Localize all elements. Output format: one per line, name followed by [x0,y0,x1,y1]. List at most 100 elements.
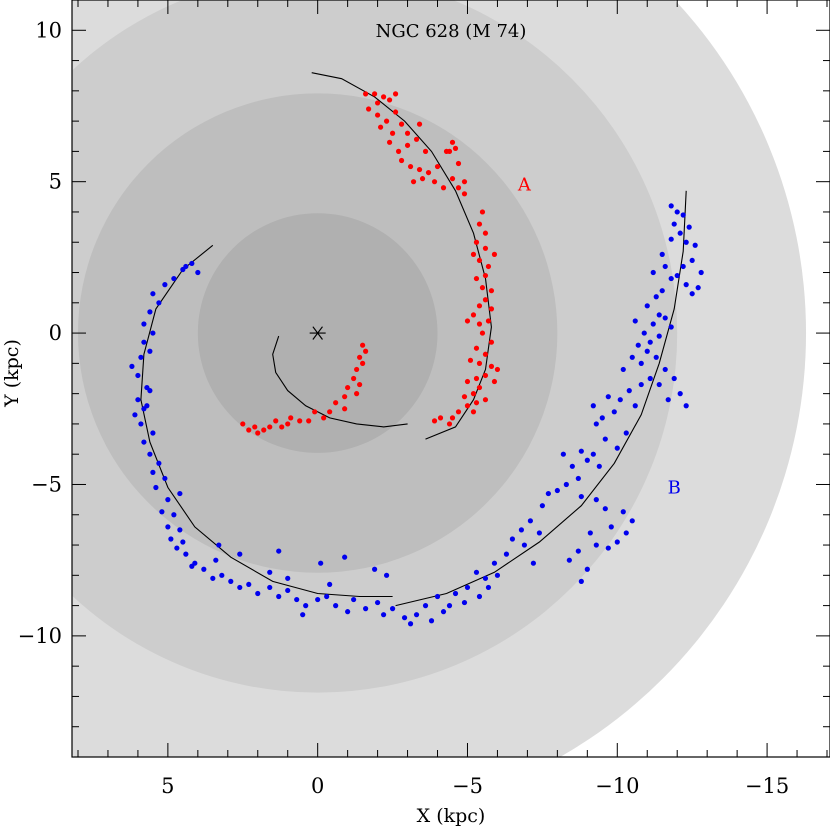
center-marker-stroke [312,326,323,340]
data-point [461,191,468,197]
data-point [419,176,426,182]
arm-label: B [668,478,681,499]
data-point [312,409,318,415]
data-point [494,572,501,578]
data-point [392,91,399,97]
data-point [177,490,183,497]
data-point [596,463,602,469]
data-point [255,590,261,597]
data-point [452,590,459,597]
data-point [255,430,261,436]
data-point [464,584,471,591]
data-point [449,176,456,182]
data-point [560,451,566,457]
data-point [165,524,171,530]
data-point [470,312,477,318]
data-point [267,569,273,575]
data-point [135,397,141,403]
data-point [476,384,483,391]
data-point [213,557,219,563]
data-point [518,527,525,533]
data-point [165,497,171,503]
data-point [662,366,668,373]
data-point [147,309,153,315]
data-point [404,142,411,148]
fit-curves [140,72,687,607]
data-point [482,351,489,357]
data-point [306,418,312,424]
data-point [374,599,381,606]
data-point [461,599,468,606]
arm-label: A [517,175,532,196]
data-point [611,409,617,415]
data-point [285,575,291,581]
data-point [467,357,474,363]
data-point [437,415,444,421]
data-point [680,212,686,218]
data-point [659,251,665,257]
data-point [656,333,662,339]
arm-labels: AB [517,175,681,499]
data-point [671,375,677,382]
data-point [345,384,351,391]
data-point [150,430,156,436]
data-point [180,539,186,545]
data-point [333,603,339,609]
data-point [434,593,441,600]
data-point [177,527,183,533]
data-point [461,394,468,400]
data-point [150,330,156,336]
data-point [171,512,177,518]
data-point [246,581,252,588]
data-point [668,236,674,242]
data-point [686,224,692,230]
data-point [300,612,306,618]
data-point [620,366,626,373]
data-point [428,618,435,624]
data-point [410,179,417,185]
data-point [473,375,480,382]
data-point [689,257,695,264]
data-point [614,445,620,451]
data-point [638,381,644,388]
data-point [578,578,584,584]
data-point [635,342,641,348]
data-point [327,581,333,588]
data-point [443,148,450,154]
data-point [641,330,647,336]
data-point [321,415,327,421]
y-tick-label: 0 [49,321,62,345]
data-point [662,315,668,321]
data-point [590,451,596,457]
data-point [527,518,533,524]
data-point [473,275,480,282]
data-point [485,584,492,591]
data-point [377,124,384,130]
data-point [297,418,303,424]
data-point [333,400,339,406]
data-point [416,121,423,127]
data-point [389,606,396,612]
data-point [380,94,387,100]
data-point [605,394,611,400]
data-point [372,91,378,97]
data-point [219,572,225,578]
plot-area [72,0,806,757]
data-point [476,321,483,327]
data-point [261,427,267,433]
data-point [623,530,629,536]
data-point [476,303,483,309]
data-point [482,245,489,251]
data-point [374,112,381,118]
data-point [267,424,273,430]
data-point [650,269,656,276]
data-point [303,603,309,609]
data-point [354,391,360,397]
data-point [324,593,330,600]
data-point [632,318,638,324]
data-point [401,615,408,621]
data-point [671,221,677,227]
data-point [470,251,477,257]
data-point [141,439,147,445]
fit-curve [272,335,408,428]
